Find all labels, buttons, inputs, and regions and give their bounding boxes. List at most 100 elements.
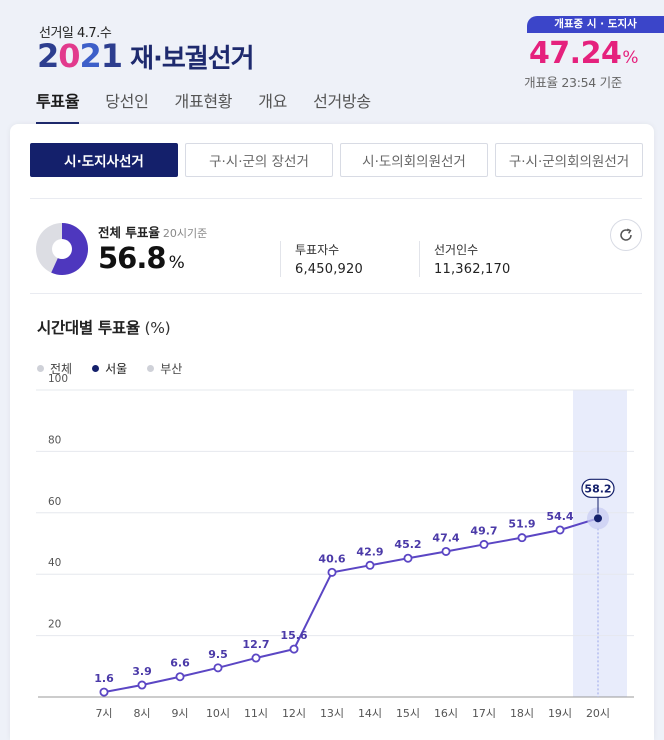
chart-legend: 전체 서울 부산 <box>37 360 182 377</box>
turnout-value: 56.8% <box>98 241 185 275</box>
y-tick-label: 60 <box>48 496 61 508</box>
voters-stat: 투표자수 6,450,920 <box>280 241 363 277</box>
data-label: 51.9 <box>508 518 535 531</box>
turnout-summary: 전체 투표율 20시기준 56.8% 투표자수 6,450,920 선거인수 11… <box>30 198 642 294</box>
data-point <box>289 644 299 654</box>
data-point <box>327 567 337 577</box>
legend-item-busan[interactable]: 부산 <box>147 360 182 377</box>
x-tick-label: 16시 <box>434 707 458 720</box>
subtab-district-head[interactable]: 구·시·군의 장선거 <box>185 143 333 177</box>
data-label: 9.5 <box>208 648 228 661</box>
x-tick-label: 7시 <box>95 707 112 720</box>
electors-label: 선거인수 <box>434 243 479 257</box>
subtab-provincial-council[interactable]: 시·도의회의원선거 <box>340 143 488 177</box>
nav-tab-winners[interactable]: 당선인 <box>105 92 149 111</box>
main-nav: 투표율 당선인 개표현황 개요 선거방송 <box>36 88 397 125</box>
x-tick-label: 8시 <box>133 707 150 720</box>
legend-label: 부산 <box>160 362 183 376</box>
data-label: 45.2 <box>394 538 421 551</box>
x-tick-label: 15시 <box>396 707 420 720</box>
turnout-value-unit: % <box>168 253 185 273</box>
logo-digit: 0 <box>58 37 80 75</box>
data-point <box>594 514 602 523</box>
data-point <box>365 560 375 570</box>
data-point <box>137 680 147 690</box>
data-point <box>251 653 261 663</box>
x-tick-label: 11시 <box>244 707 268 720</box>
data-label: 1.6 <box>94 672 114 685</box>
chart-title-main: 시간대별 투표율 <box>37 319 140 337</box>
x-tick-label: 12시 <box>282 707 306 720</box>
highlight-band <box>573 390 627 697</box>
legend-label: 서울 <box>105 362 128 376</box>
electors-stat: 선거인수 11,362,170 <box>419 241 510 277</box>
nav-tab-overview[interactable]: 개요 <box>258 92 288 111</box>
data-label: 42.9 <box>356 545 383 558</box>
turnout-card: 시·도지사선거 구·시·군의 장선거 시·도의회의원선거 구·시·군의회의원선거… <box>10 124 654 740</box>
x-tick-label: 18시 <box>510 707 534 720</box>
data-point <box>99 687 109 697</box>
y-tick-label: 100 <box>48 373 68 385</box>
voters-value: 6,450,920 <box>295 262 363 277</box>
y-tick-label: 40 <box>48 557 61 569</box>
series-line-seoul <box>103 517 599 694</box>
logo-digit: 2 <box>37 37 59 75</box>
nav-tab-count-status[interactable]: 개표현황 <box>174 92 233 111</box>
refresh-icon <box>620 228 632 241</box>
legend-item-seoul[interactable]: 서울 <box>92 360 127 377</box>
logo-digit: 2 <box>79 37 102 75</box>
legend-label: 전체 <box>50 362 73 376</box>
count-percent: 47.24% <box>528 36 639 71</box>
x-tick-label: 13시 <box>320 707 344 720</box>
x-tick-label: 14시 <box>358 707 382 720</box>
turnout-line-chart: 100 80 60 40 20 1.6 7시 3.9 8시 6.6 9시 9.5 10시 12.7 11시 1… <box>36 373 634 720</box>
count-status-badge: 개표중 시 · 도지사 <box>527 16 664 33</box>
chart-title: 시간대별 투표율 (%) <box>37 316 171 338</box>
data-point <box>555 525 565 535</box>
subtab-governor[interactable]: 시·도지사선거 <box>30 143 178 177</box>
data-label: 47.4 <box>432 531 459 544</box>
legend-dot <box>37 365 44 372</box>
turnout-donut-chart <box>36 223 88 275</box>
nav-tab-turnout[interactable]: 투표율 <box>36 88 80 125</box>
turnout-label: 전체 투표율 20시기준 <box>98 222 207 241</box>
data-label: 49.7 <box>470 524 497 537</box>
y-tick-label: 80 <box>48 434 61 446</box>
data-label: 15.6 <box>280 629 307 642</box>
data-point <box>441 546 451 556</box>
data-label: 54.4 <box>546 510 573 523</box>
x-tick-label: 20시 <box>586 707 610 720</box>
x-tick-label: 19시 <box>548 707 572 720</box>
count-percent-unit: % <box>622 48 638 68</box>
data-point <box>517 533 527 543</box>
count-percent-value: 47.24 <box>528 36 622 71</box>
turnout-label-sub: 20시기준 <box>162 227 208 240</box>
logo-digit: 1 <box>100 37 123 75</box>
donut-hole <box>52 239 72 259</box>
chart-title-unit: (%) <box>144 319 171 337</box>
data-point <box>403 553 413 563</box>
election-date-label: 선거일 4.7.수 <box>39 26 112 41</box>
electors-value: 11,362,170 <box>434 262 511 277</box>
data-label: 58.2 <box>584 482 611 495</box>
election-type-tabs: 시·도지사선거 구·시·군의 장선거 시·도의회의원선거 구·시·군의회의원선거 <box>30 143 643 177</box>
data-label: 3.9 <box>132 665 152 678</box>
x-tick-label: 17시 <box>472 707 496 720</box>
y-tick-label: 20 <box>48 619 61 631</box>
turnout-value-number: 56.8 <box>98 241 167 275</box>
x-tick-label: 9시 <box>171 707 188 720</box>
voters-label: 투표자수 <box>295 243 340 257</box>
nav-tab-broadcast[interactable]: 선거방송 <box>313 92 371 111</box>
data-label: 6.6 <box>170 657 190 670</box>
data-label: 12.7 <box>242 638 269 651</box>
refresh-button[interactable] <box>610 219 642 251</box>
legend-dot <box>147 365 155 372</box>
legend-dot <box>92 365 100 372</box>
subtab-local-council[interactable]: 구·시·군의회의원선거 <box>495 143 643 177</box>
legend-item-all[interactable]: 전체 <box>37 360 72 377</box>
data-point <box>213 663 223 673</box>
x-tick-label: 10시 <box>206 707 230 720</box>
